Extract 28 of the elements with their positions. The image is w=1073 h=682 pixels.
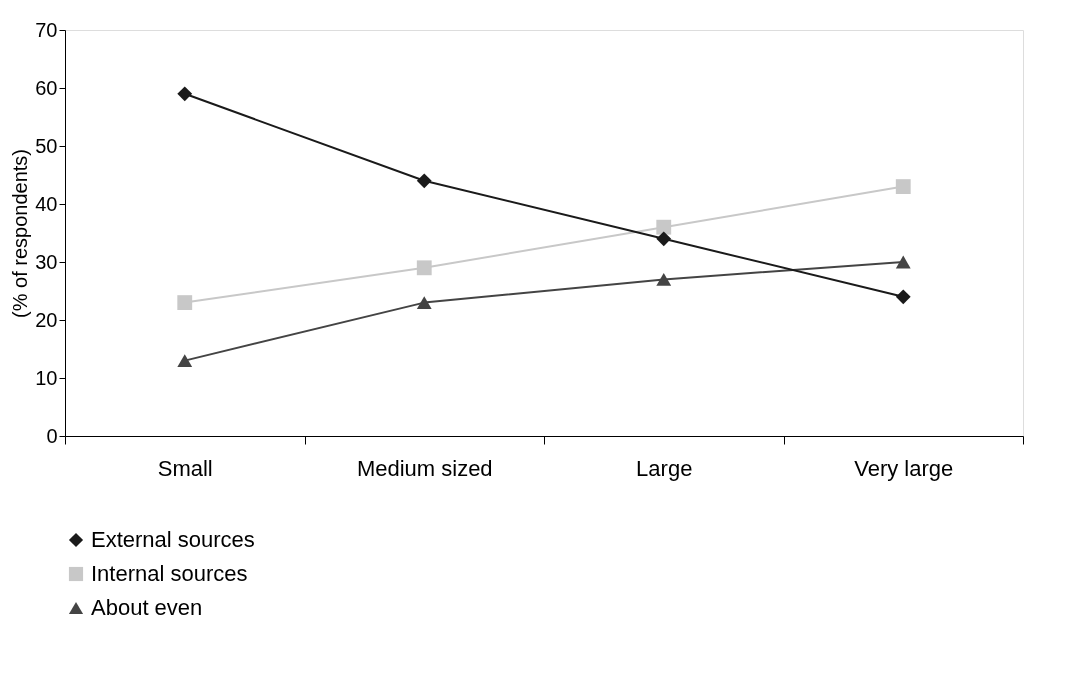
point	[656, 219, 672, 235]
y-axis-title: (% of respondents)	[9, 149, 32, 318]
y-tick-label: 30	[35, 250, 58, 273]
x-tick-label: Small	[157, 455, 213, 481]
legend-label: Internal sources	[91, 561, 248, 586]
point	[177, 86, 193, 102]
point	[656, 231, 672, 247]
y-tick-label: 20	[35, 308, 58, 331]
legend-label: External sources	[91, 527, 255, 552]
point	[895, 255, 911, 269]
point	[177, 295, 193, 311]
y-tick-label: 0	[46, 424, 58, 447]
x-tick-label: Very large	[854, 455, 954, 481]
x-tick-label: Medium sized	[356, 455, 493, 481]
y-tick-label: 70	[35, 18, 58, 41]
point	[895, 289, 911, 305]
point	[416, 296, 432, 310]
point	[177, 354, 193, 368]
y-tick-label: 10	[35, 366, 58, 389]
point	[416, 260, 432, 276]
x-tick-label: Large	[636, 455, 693, 481]
point	[416, 173, 432, 189]
y-tick-label: 40	[35, 192, 58, 215]
y-tick-label: 60	[35, 76, 58, 99]
point	[656, 272, 672, 286]
point	[895, 179, 911, 195]
y-tick-label: 50	[35, 134, 58, 157]
legend-label: About even	[91, 595, 203, 620]
